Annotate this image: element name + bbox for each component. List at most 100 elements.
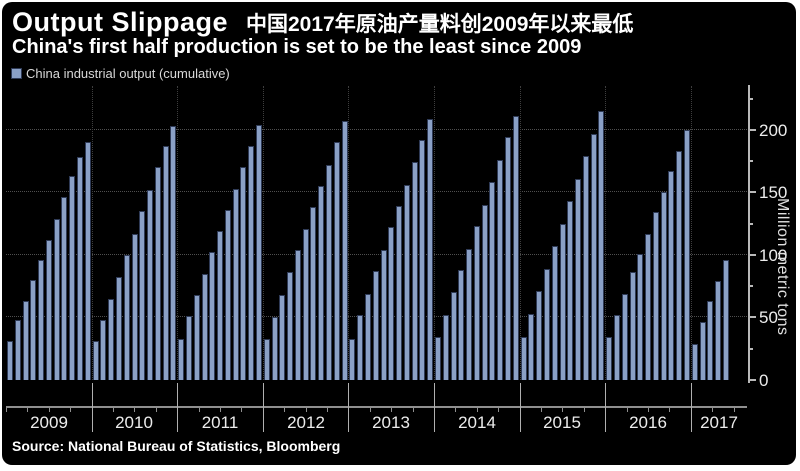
bar <box>707 301 714 380</box>
x-tick-minor <box>562 408 563 412</box>
bar <box>380 250 387 380</box>
y-tick-major <box>748 128 756 131</box>
bar <box>256 125 263 380</box>
bar <box>224 210 231 380</box>
gridline-year-boundary <box>262 86 264 380</box>
bar <box>341 121 348 380</box>
x-tick-minor <box>541 408 542 412</box>
bar <box>178 339 185 380</box>
bar <box>450 292 457 380</box>
y-tick-minor <box>748 222 753 225</box>
bar <box>318 186 325 380</box>
bar <box>45 240 52 380</box>
bar <box>629 272 636 380</box>
bar <box>512 116 519 380</box>
year-separator <box>92 383 93 432</box>
gridline-year-boundary <box>519 86 521 380</box>
bar <box>30 280 37 380</box>
y-tick-major <box>748 191 756 194</box>
bar <box>699 322 706 380</box>
year-separator <box>691 383 692 432</box>
bar <box>279 295 286 380</box>
bar <box>715 281 722 380</box>
bar <box>131 234 138 380</box>
y-tick-label: 0 <box>759 371 769 390</box>
x-axis-line <box>6 406 747 408</box>
bar <box>396 206 403 380</box>
bar <box>481 205 488 380</box>
bar <box>676 151 683 380</box>
y-tick-label: 100 <box>759 245 788 265</box>
x-tick-minor <box>391 408 392 412</box>
chart-card: Output Slippage 中国2017年原油产量料创2009年以来最低 C… <box>2 2 796 465</box>
plot-area <box>6 86 747 380</box>
bar <box>372 271 379 380</box>
bar <box>349 339 356 380</box>
gridline-year-boundary <box>177 86 179 380</box>
bar <box>240 167 247 380</box>
bar <box>217 231 224 380</box>
bar <box>505 137 512 380</box>
bar <box>248 146 255 380</box>
bar <box>684 130 691 380</box>
x-tick-minor <box>498 408 499 412</box>
y-tick-minor <box>748 347 753 350</box>
bar <box>147 190 154 380</box>
bar <box>22 301 29 380</box>
y-axis-line <box>748 85 750 383</box>
bar <box>403 185 410 380</box>
x-year-label: 2015 <box>543 413 581 432</box>
bar <box>84 142 91 380</box>
gridline-year-boundary <box>605 86 607 380</box>
y-tick-minor <box>748 160 753 163</box>
bar <box>232 189 239 380</box>
bar <box>92 341 99 380</box>
x-tick-minor <box>6 408 7 412</box>
x-tick-minor <box>220 408 221 412</box>
x-tick-minor <box>477 408 478 412</box>
bar <box>582 156 589 380</box>
year-separator <box>263 383 264 432</box>
x-tick-minor <box>49 408 50 412</box>
bar <box>209 252 216 380</box>
year-separator <box>605 383 606 432</box>
bar <box>458 270 465 380</box>
x-tick-minor <box>413 408 414 412</box>
y-tick-label: 50 <box>759 308 778 328</box>
x-tick-minor <box>327 408 328 412</box>
bar <box>435 337 441 380</box>
gridline-horizontal <box>6 191 747 193</box>
bar <box>621 294 628 380</box>
bar <box>69 176 76 380</box>
bar <box>427 119 434 380</box>
x-tick-minor <box>134 408 135 412</box>
bar <box>637 254 644 380</box>
bar <box>645 234 652 380</box>
x-tick-minor <box>27 408 28 412</box>
y-tick-label: 150 <box>759 183 788 203</box>
x-tick-minor <box>712 408 713 412</box>
x-tick-minor <box>648 408 649 412</box>
bar <box>590 134 597 380</box>
bar <box>139 211 146 380</box>
bar <box>613 315 620 380</box>
year-separator <box>434 383 435 432</box>
bar <box>310 207 317 380</box>
bar <box>170 126 177 380</box>
bar <box>61 197 68 380</box>
y-tick-major <box>748 379 756 381</box>
year-separator <box>348 383 349 432</box>
bar <box>419 140 426 380</box>
bar <box>193 295 200 380</box>
gridline-year-boundary <box>348 86 350 380</box>
legend-label: China industrial output (cumulative) <box>26 66 230 81</box>
bar <box>294 250 301 380</box>
x-tick-minor <box>284 408 285 412</box>
x-tick-minor <box>370 408 371 412</box>
bar <box>606 337 613 380</box>
page-title: Output Slippage <box>12 7 228 37</box>
title-row: Output Slippage 中国2017年原油产量料创2009年以来最低 <box>12 7 633 38</box>
bar <box>302 229 309 380</box>
bar <box>473 226 480 380</box>
x-tick-minor <box>627 408 628 412</box>
